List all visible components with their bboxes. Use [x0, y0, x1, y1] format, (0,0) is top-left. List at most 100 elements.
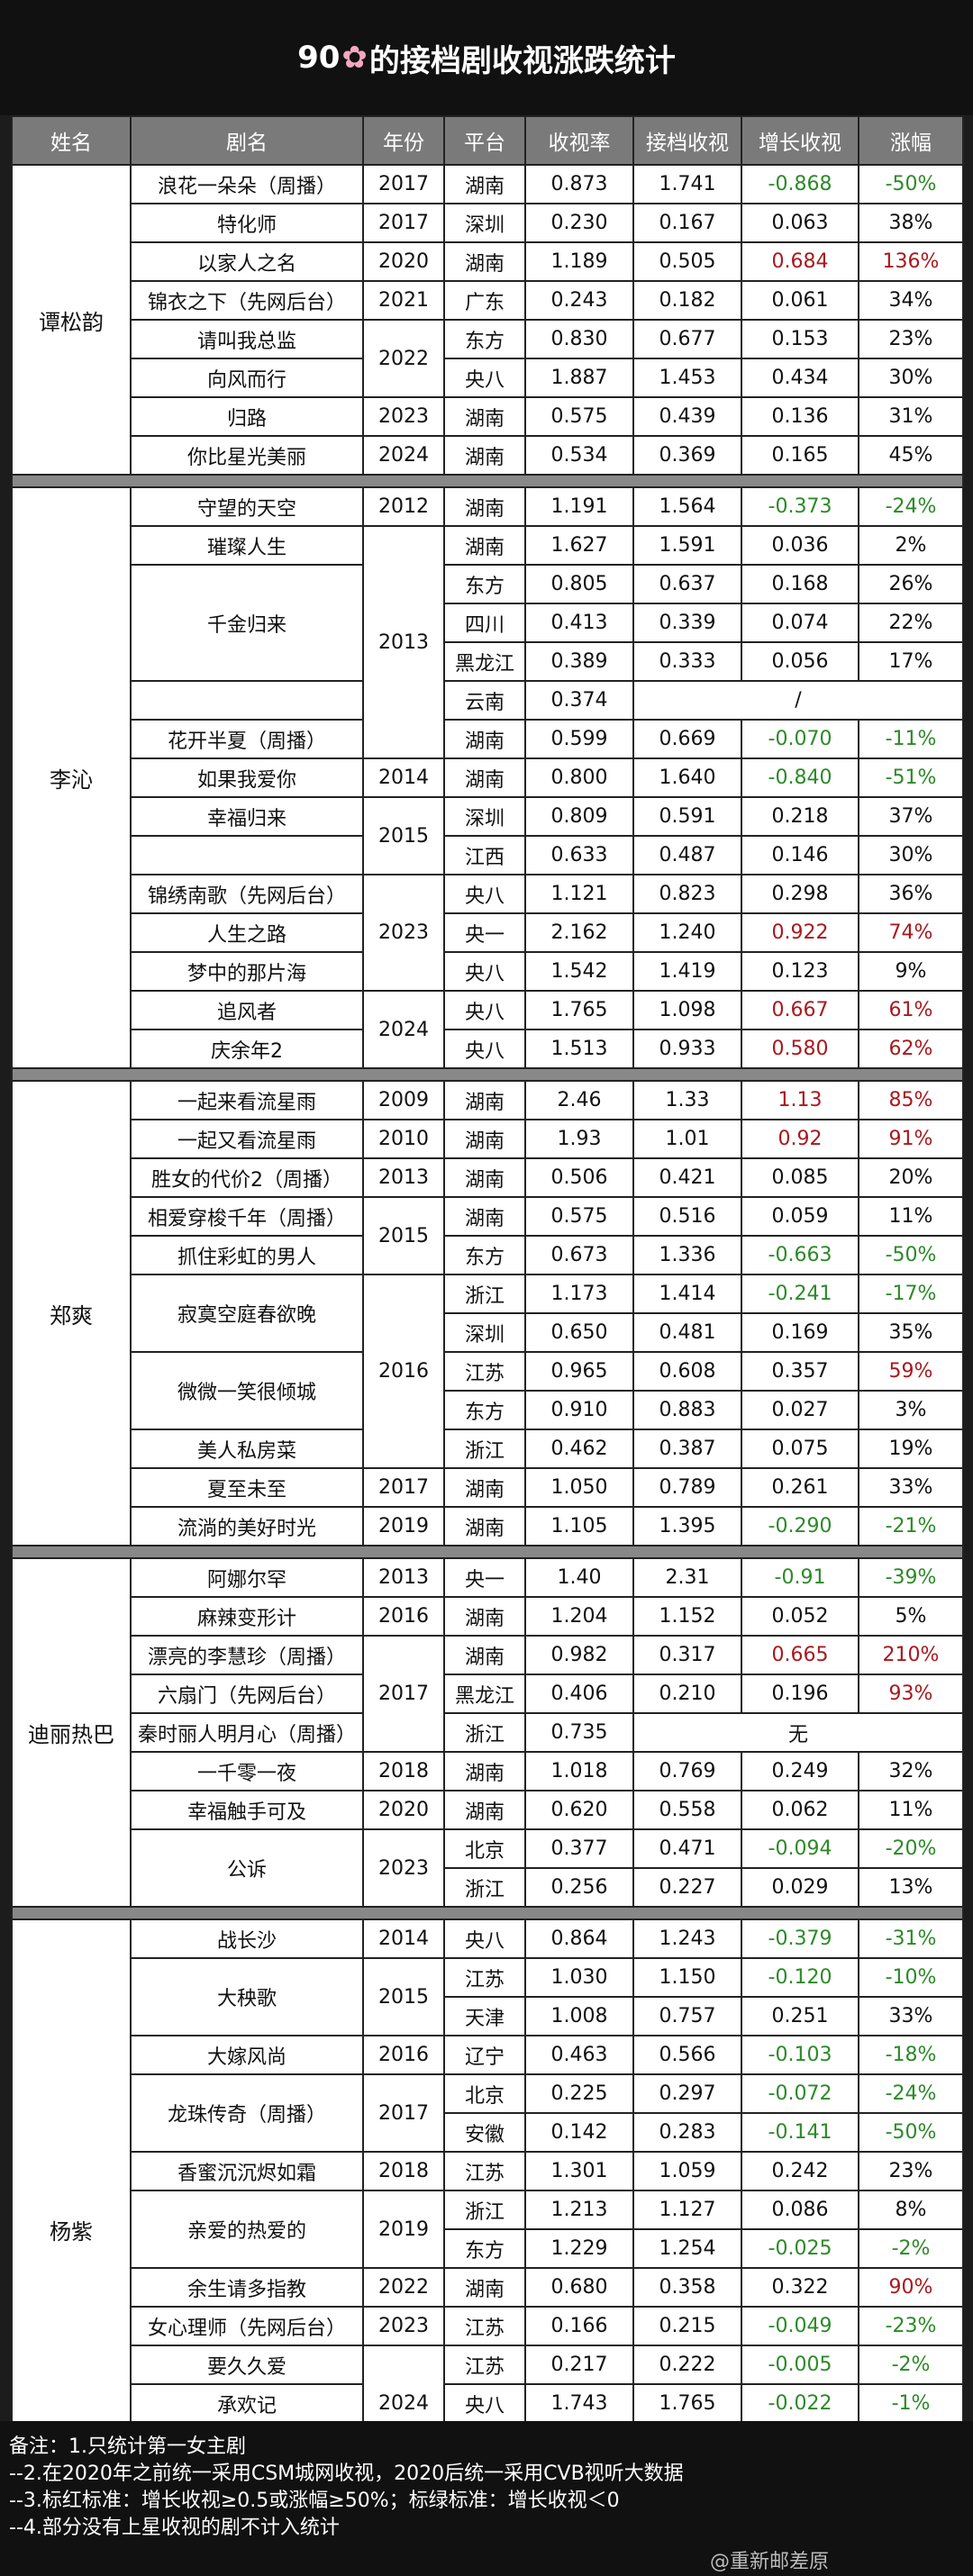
- growth-cell: 0.062: [741, 1790, 859, 1830]
- growth-cell: -0.290: [741, 1506, 859, 1547]
- table-row: 谭松韵 浪花一朵朵（周播） 2017 湖南 0.873 1.741 -0.868 -50%: [11, 164, 964, 476]
- pct-cell: -50%: [858, 164, 964, 204]
- year-cell: 2020: [362, 1790, 445, 1830]
- note-line: --3.标红标准：增长收视≥0.5或涨幅≥50%；标绿标准：增长收视＜0: [9, 2490, 620, 2512]
- year-cell: 2014: [362, 1918, 445, 1959]
- growth-cell: 0.357: [741, 1351, 859, 1392]
- rating-cell: 0.673: [524, 1235, 634, 1275]
- rating-cell: 1.189: [524, 241, 634, 282]
- platform-cell: 天津: [443, 1996, 526, 2036]
- next-rating-cell: 0.358: [632, 2267, 742, 2308]
- platform-cell: 云南: [443, 680, 526, 721]
- platform-cell: 江苏: [443, 2345, 526, 2385]
- table-row: 东方 1.229 1.254 -0.025 -2%: [12, 2228, 964, 2269]
- growth-cell: -0.373: [741, 486, 859, 527]
- pct-cell: 9%: [858, 951, 964, 992]
- title-suffix: 的接档剧收视涨跌统计: [368, 42, 676, 79]
- year-cell: 2016: [362, 1596, 445, 1637]
- year-cell: 2013: [362, 1557, 445, 1598]
- growth-cell: 0.667: [741, 990, 859, 1030]
- year-cell: 2023: [362, 2306, 445, 2346]
- rating-cell: 1.743: [524, 2383, 634, 2424]
- rating-cell: 0.873: [524, 164, 634, 204]
- drama-title: 六扇门（先网后台）: [130, 1673, 364, 1714]
- pct-cell: 36%: [858, 874, 964, 914]
- growth-cell: -0.91: [741, 1557, 859, 1598]
- table-row: 流淌的美好时光 2019 湖南 1.105 1.395 -0.290 -21%: [12, 1506, 964, 1547]
- rating-cell: 0.374: [524, 680, 634, 721]
- table-row: 浙江 0.256 0.227 0.029 13%: [12, 1867, 964, 1908]
- table-container: 姓名 剧名 年份 平台 收视率 接档收视 增长收视 涨幅 谭松韵 浪花一朵朵（周播…: [11, 115, 964, 2540]
- next-rating-cell: 0.505: [632, 241, 742, 282]
- title-prefix: 90: [297, 40, 341, 76]
- rating-cell: 1.40: [524, 1557, 634, 1598]
- rating-cell: 1.191: [524, 486, 634, 527]
- rating-cell: 2.162: [524, 912, 634, 953]
- year-cell: 2021: [362, 280, 445, 321]
- growth-cell: 0.322: [741, 2267, 859, 2308]
- table-row: 麻辣变形计 2016 湖南 1.204 1.152 0.052 5%: [12, 1596, 964, 1637]
- growth-cell: 0.298: [741, 874, 859, 914]
- pct-cell: 23%: [858, 319, 964, 359]
- table-row: 人生之路 央一 2.162 1.240 0.922 74%: [12, 912, 964, 953]
- table-row: 请叫我总监 2022 东方 0.830 0.677 0.153 23%: [12, 319, 964, 398]
- header-platform: 平台: [443, 115, 526, 166]
- header-rating: 收视率: [524, 115, 634, 166]
- rating-cell: 1.173: [524, 1274, 634, 1314]
- drama-title: 浪花一朵朵（周播）: [130, 164, 364, 204]
- table-row: 黑龙江 0.389 0.333 0.056 17%: [12, 641, 964, 682]
- rating-cell: 1.030: [524, 1957, 634, 1998]
- drama-title: 秦时丽人明月心（周播）: [130, 1712, 364, 1753]
- pct-cell: -2%: [858, 2345, 964, 2385]
- year-cell: 2017: [362, 1467, 445, 1508]
- next-rating-cell: 1.098: [632, 990, 742, 1030]
- next-rating-cell: 0.471: [632, 1828, 742, 1869]
- platform-cell: 湖南: [443, 1196, 526, 1237]
- pct-cell: 93%: [858, 1673, 964, 1714]
- table-row: 美人私房菜 浙江 0.462 0.387 0.075 19%: [12, 1429, 964, 1469]
- table-row: 大嫁风尚 2016 辽宁 0.463 0.566 -0.103 -18%: [12, 2035, 964, 2075]
- group-separator: [11, 474, 964, 488]
- pct-cell: 210%: [858, 1635, 964, 1675]
- growth-cell: 0.136: [741, 396, 859, 437]
- pct-cell: -20%: [858, 1828, 964, 1869]
- next-rating-cell: 0.215: [632, 2306, 742, 2346]
- rating-cell: 0.243: [524, 280, 634, 321]
- group-separator: [11, 1906, 964, 1920]
- next-rating-cell: 1.765: [632, 2383, 742, 2424]
- year-cell: 2019: [362, 2190, 445, 2269]
- year-cell: 2018: [362, 2151, 445, 2191]
- next-rating-cell: 0.481: [632, 1312, 742, 1353]
- next-rating-cell: 0.608: [632, 1351, 742, 1392]
- growth-cell: 0.196: [741, 1673, 859, 1714]
- drama-title: 夏至未至: [130, 1467, 364, 1508]
- header-drama: 剧名: [130, 115, 364, 166]
- next-rating-cell: 0.823: [632, 874, 742, 914]
- pct-cell: 30%: [858, 358, 964, 398]
- drama-title: 要久久爱: [130, 2345, 364, 2385]
- platform-cell: 湖南: [443, 1119, 526, 1159]
- rating-cell: 0.463: [524, 2035, 634, 2075]
- rating-cell: 1.627: [524, 525, 634, 566]
- table-row: 庆余年2 央八 1.513 0.933 0.580 62%: [12, 1029, 964, 1069]
- table-row: 一千零一夜 2018 湖南 1.018 0.769 0.249 32%: [12, 1751, 964, 1791]
- platform-cell: 黑龙江: [443, 641, 526, 682]
- platform-cell: 央八: [443, 358, 526, 398]
- drama-title: 大嫁风尚: [130, 2035, 364, 2075]
- table-row: 你比星光美丽 2024 湖南 0.534 0.369 0.165 45%: [12, 435, 964, 476]
- actress-name: 谭松韵: [11, 164, 132, 476]
- pct-cell: 35%: [858, 1312, 964, 1353]
- header-growth: 增长收视: [741, 115, 859, 166]
- drama-title: 一起来看流星雨: [130, 1080, 364, 1120]
- pct-cell: 17%: [858, 641, 964, 682]
- table-row: 漂亮的李慧珍（周播） 2017 湖南 0.982 0.317 0.665 210%: [12, 1635, 964, 1753]
- growth-cell: 1.13: [741, 1080, 859, 1120]
- next-rating-cell: 0.439: [632, 396, 742, 437]
- actress-name: 迪丽热巴: [11, 1557, 132, 1908]
- pct-cell: 11%: [858, 1790, 964, 1830]
- growth-cell: 0.580: [741, 1029, 859, 1069]
- growth-cell: -0.072: [741, 2073, 859, 2114]
- pct-cell: -51%: [858, 757, 964, 798]
- rating-cell: 1.213: [524, 2190, 634, 2230]
- platform-cell: 黑龙江: [443, 1673, 526, 1714]
